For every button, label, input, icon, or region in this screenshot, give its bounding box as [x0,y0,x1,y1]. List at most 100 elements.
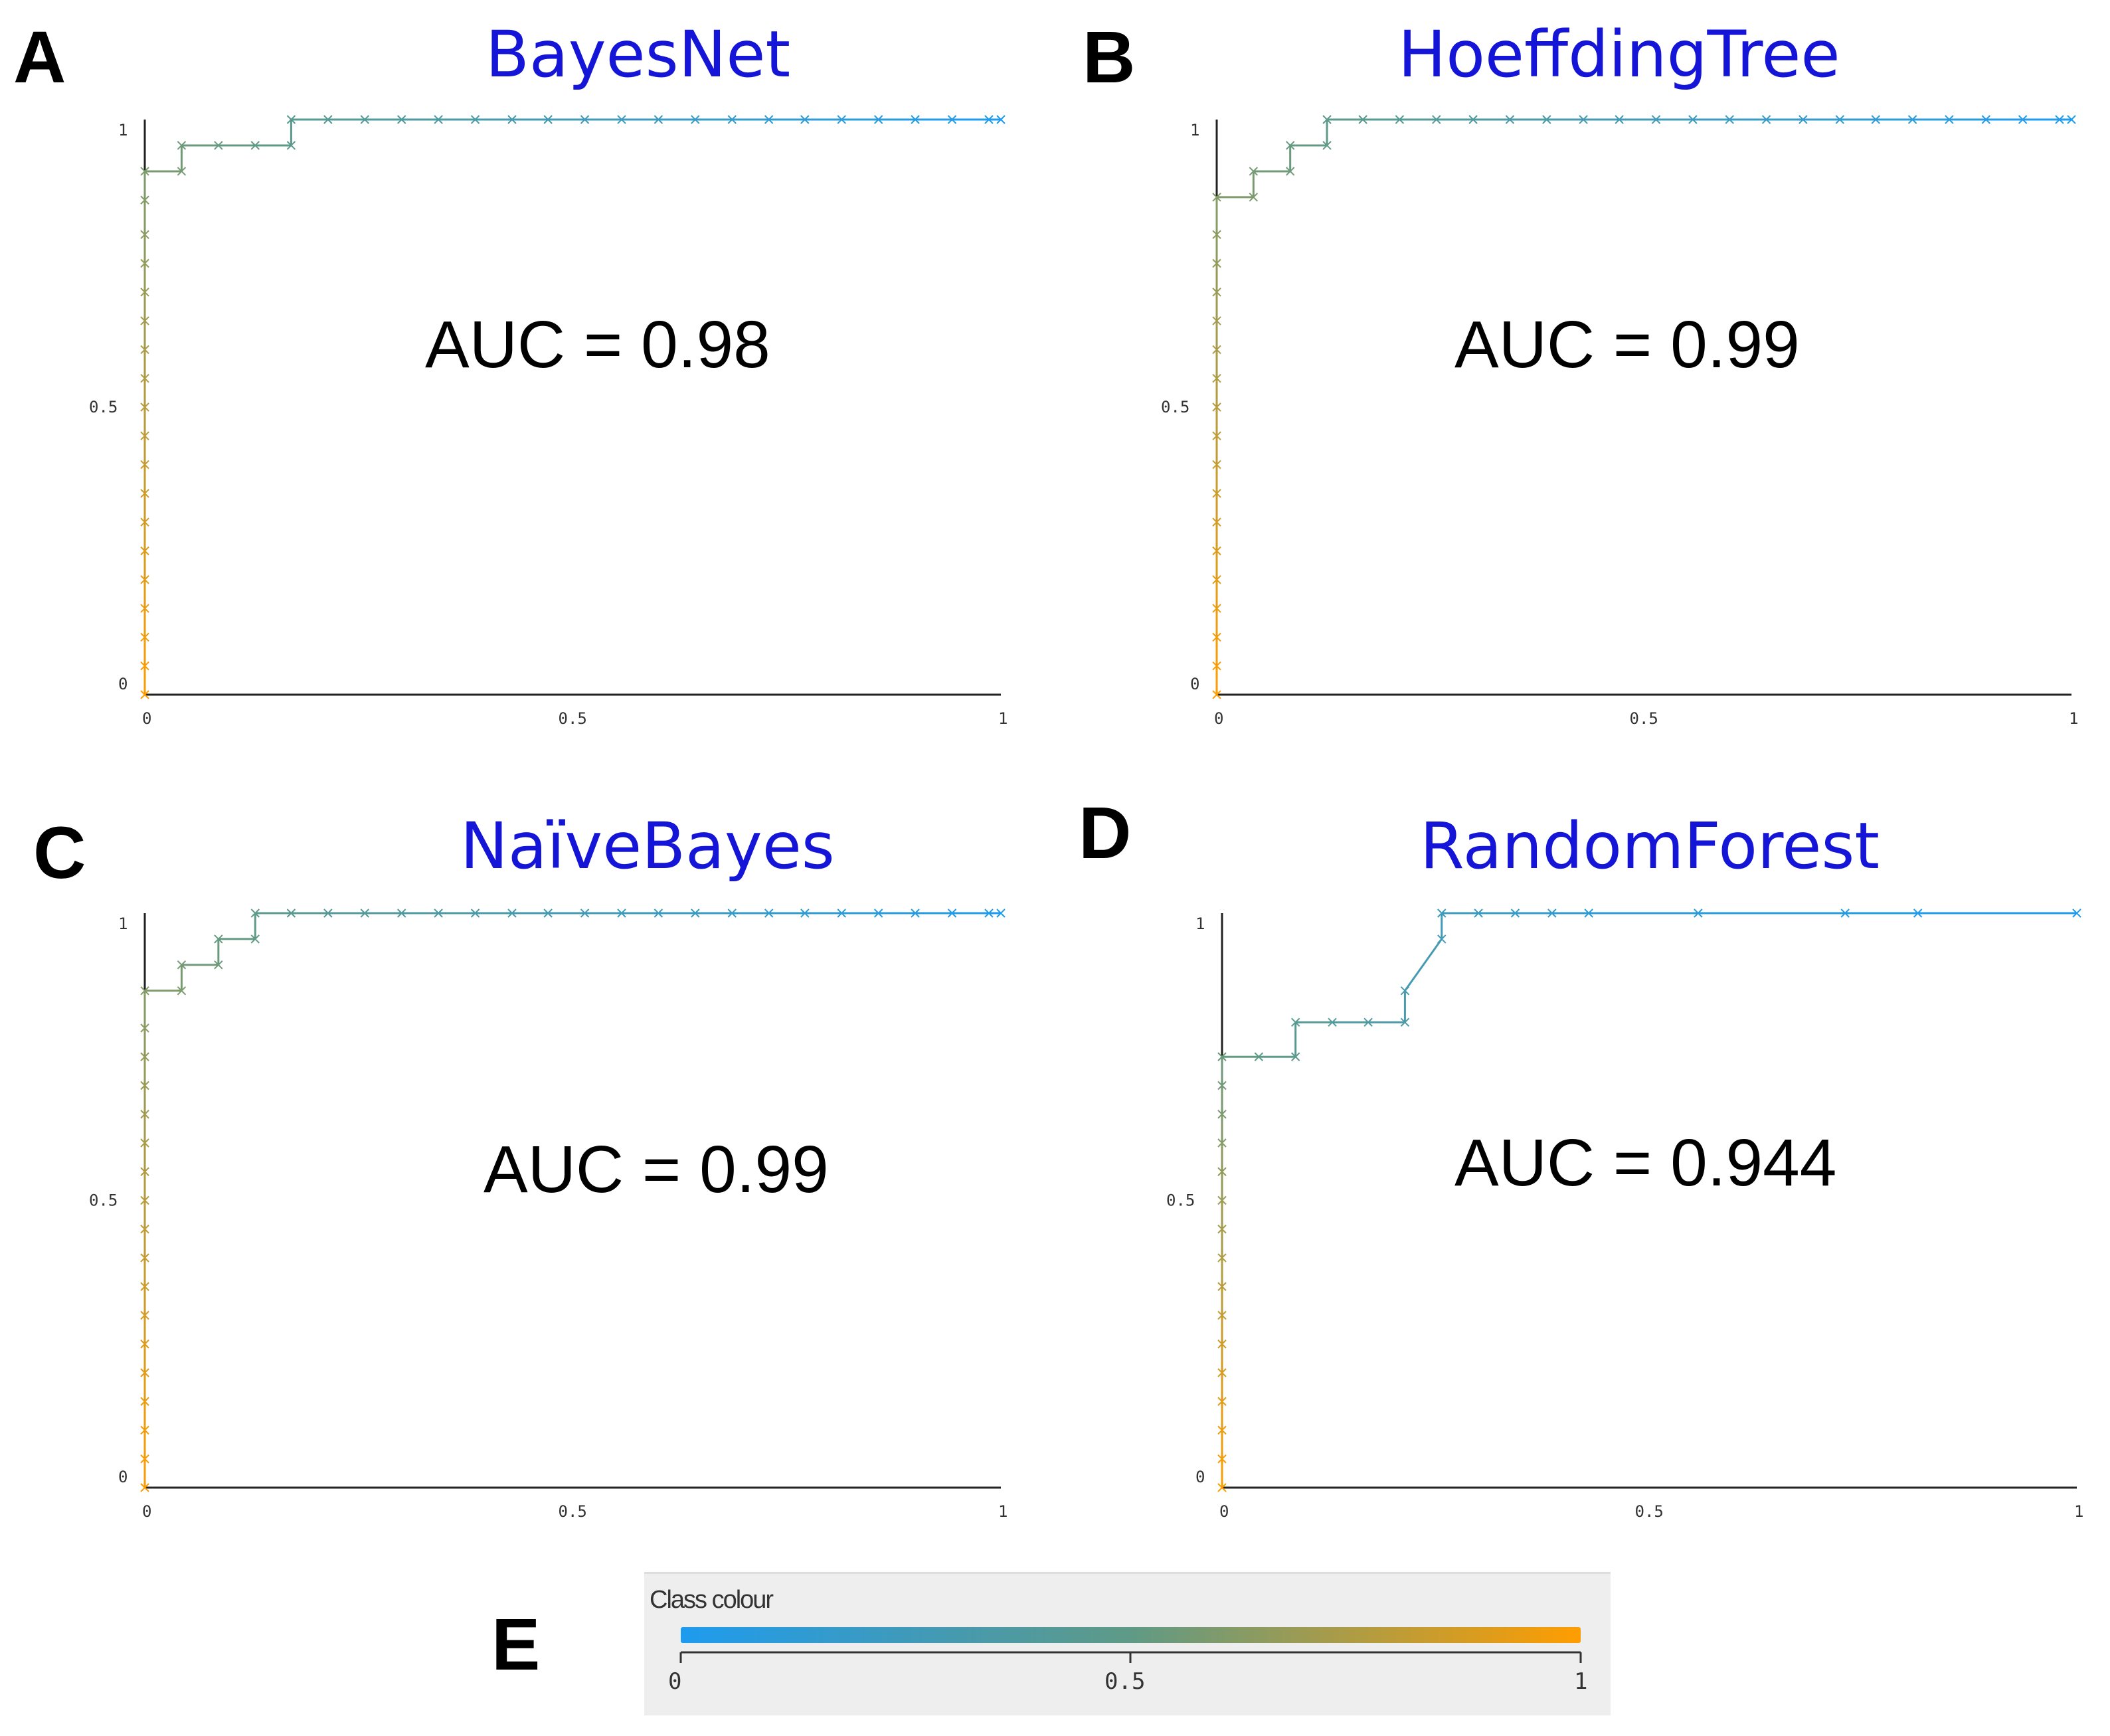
roc-point-c [140,1253,149,1262]
roc-point-a [140,288,149,297]
roc-point-d [2072,909,2081,918]
roc-point-d [1217,1310,1227,1320]
x-tick-label-c: 1 [998,1502,1008,1521]
roc-point-c [177,986,187,996]
roc-point-b [1579,115,1588,124]
roc-point-c [764,909,774,918]
roc-point-b [1249,193,1259,202]
roc-point-c [140,1195,149,1205]
roc-point-c [286,909,296,918]
roc-point-b [1358,115,1367,124]
legend-title: Class colour [650,1586,774,1614]
roc-point-b [1212,517,1221,527]
roc-point-a [140,690,149,699]
roc-point-b [1212,230,1221,239]
legend-tick-label-0: 0 [668,1668,681,1695]
roc-point-a [140,546,149,556]
roc-point-a [873,115,883,124]
roc-point-d [1363,1017,1373,1027]
roc-point-b [1212,345,1221,355]
roc-point-c [654,909,663,918]
roc-point-a [140,345,149,355]
roc-point-a [617,115,626,124]
panel-title-c: NaïveBayes [460,809,835,883]
y-tick-label-a: 0 [118,675,128,693]
roc-point-a [996,115,1006,124]
panel-letter-a: A [13,17,66,98]
roc-point-a [800,115,810,124]
roc-point-c [984,909,994,918]
roc-point-b [1285,141,1295,150]
roc-point-b [1212,316,1221,325]
roc-point-a [543,115,553,124]
roc-point-c [140,1225,149,1234]
y-tick-label-c: 0.5 [89,1191,118,1210]
roc-point-c [947,909,957,918]
x-tick-label-b: 0 [1214,709,1223,728]
y-tick-label-b: 0 [1190,675,1199,693]
roc-point-c [140,1081,149,1090]
roc-point-b [1212,373,1221,383]
roc-point-b [1212,546,1221,556]
roc-point-d [1217,1368,1227,1377]
roc-segment-d [1404,938,1443,992]
roc-point-d [1584,909,1593,918]
roc-point-c [140,1282,149,1291]
roc-point-c [617,909,626,918]
roc-point-b [1468,115,1478,124]
y-tick-label-b: 0.5 [1161,398,1189,416]
roc-point-b [1212,690,1221,699]
roc-point-a [250,141,260,150]
roc-point-a [140,195,149,205]
roc-point-c [177,960,187,970]
x-tick-label-c: 0 [142,1502,151,1521]
auc-label-a: AUC = 0.98 [425,307,770,382]
roc-point-d [1694,909,1703,918]
panel-title-d: RandomForest [1420,809,1880,883]
roc-point-c [873,909,883,918]
roc-point-c [214,934,223,944]
panel-letter-d: D [1079,792,1132,874]
roc-point-c [911,909,920,918]
roc-point-d [1400,1017,1410,1027]
roc-point-c [140,986,149,996]
roc-point-a [691,115,700,124]
roc-point-b [1212,402,1221,412]
roc-point-d [1217,1138,1227,1148]
roc-point-c [140,1454,149,1464]
roc-point-c [140,1110,149,1119]
y-tick-label-c: 0 [118,1468,128,1486]
roc-point-d [1547,909,1557,918]
roc-point-d [1217,1195,1227,1205]
roc-point-b [1725,115,1734,124]
roc-point-b [1688,115,1698,124]
roc-point-d [1217,1081,1227,1090]
x-tick-label-d: 0.5 [1635,1502,1664,1521]
auc-label-d: AUC = 0.944 [1454,1126,1836,1200]
roc-point-c [140,1340,149,1349]
roc-point-a [140,661,149,671]
roc-point-a [140,258,149,268]
roc-point-b [2055,115,2064,124]
roc-point-b [1212,604,1221,613]
panel-letter-b: B [1083,17,1136,98]
roc-point-b [1505,115,1515,124]
roc-point-c [140,1368,149,1377]
roc-point-b [2067,115,2076,124]
roc-point-a [947,115,957,124]
roc-point-b [1981,115,1991,124]
roc-point-d [1217,1454,1227,1464]
roc-point-d [1510,909,1520,918]
roc-point-b [1212,288,1221,297]
roc-point-d [1474,909,1483,918]
panel-title-a: BayesNet [485,17,791,92]
roc-point-a [286,141,296,150]
x-tick-label-c: 0.5 [559,1502,587,1521]
x-tick-label-d: 0 [1219,1502,1229,1521]
x-tick-label-b: 1 [2069,709,2078,728]
roc-point-a [214,141,223,150]
roc-point-a [140,230,149,239]
roc-point-d [1913,909,1923,918]
roc-point-d [1328,1017,1337,1027]
roc-point-d [1437,934,1447,944]
